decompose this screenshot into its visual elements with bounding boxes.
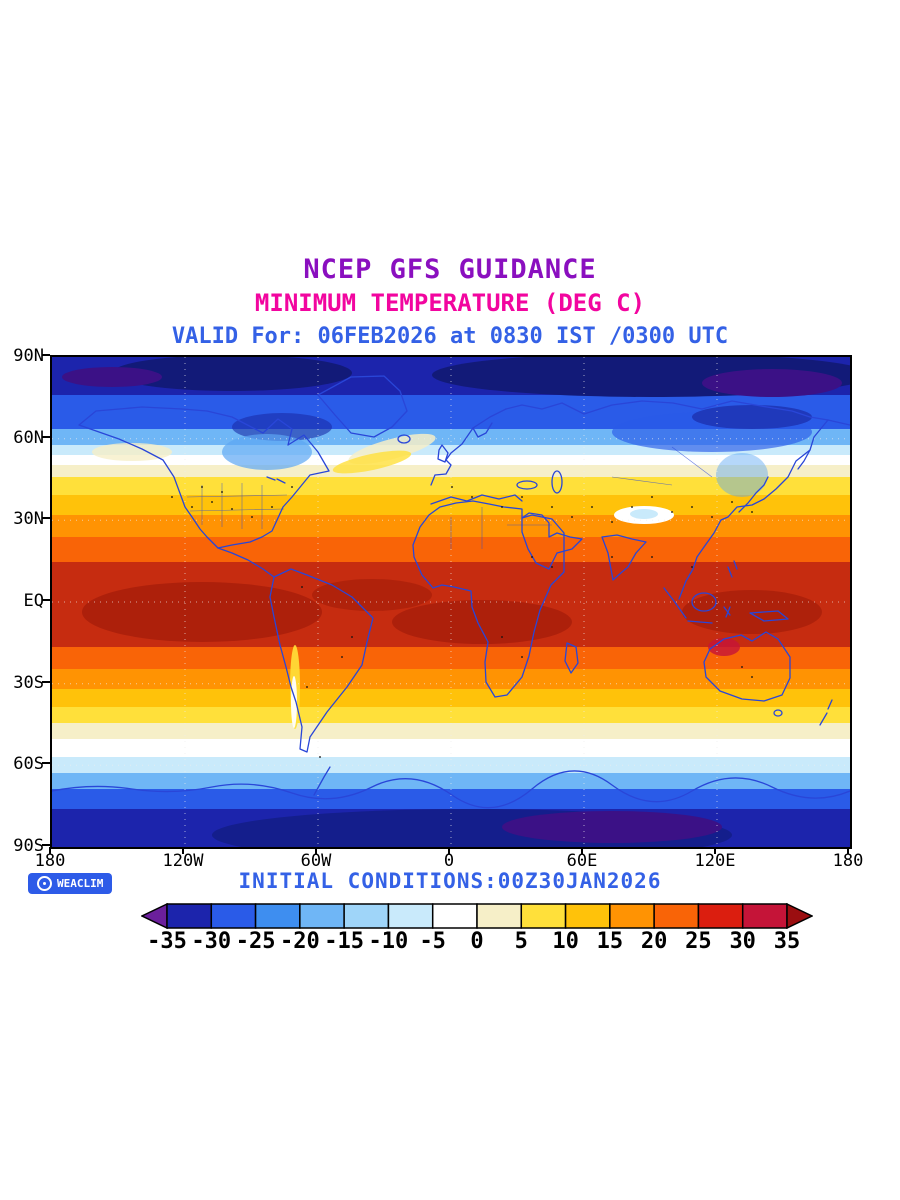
temperature-colorbar (140, 902, 814, 930)
colorbar-tick-label: -25 (235, 929, 276, 954)
x-axis-tick (49, 847, 51, 854)
title-valid-time: VALID For: 06FEB2026 at 0830 IST /0300 U… (171, 324, 729, 349)
y-axis-label: 90S (13, 836, 44, 856)
y-axis-label: 30N (13, 509, 44, 530)
weaclim-icon (37, 876, 52, 891)
y-axis-tick (42, 680, 50, 683)
x-axis-label: 120E (694, 851, 736, 871)
y-axis-tick (42, 762, 50, 765)
colorbar-tick-label: -10 (368, 929, 409, 954)
weaclim-label: WEACLIM (57, 877, 104, 890)
x-axis-label: 0 (443, 851, 455, 871)
x-axis-tick (714, 847, 716, 854)
colorbar-tick-label: 15 (596, 929, 624, 954)
x-axis-tick (315, 847, 317, 854)
world-map-svg (52, 357, 850, 847)
colorbar-tick-label: 0 (470, 929, 484, 954)
y-axis-tick (42, 435, 50, 438)
x-axis-label: 180 (34, 851, 66, 871)
y-axis-label: 30S (13, 672, 44, 693)
y-axis-tick (42, 517, 50, 520)
x-axis-label: 120W (162, 851, 204, 871)
x-axis-label: 60W (300, 851, 332, 871)
world-temperature-map (50, 355, 852, 849)
colorbar-tick-label: 20 (640, 929, 668, 954)
x-axis: 180 120W 60W 0 60E 120E 180 (35, 851, 864, 873)
x-axis-tick (448, 847, 450, 854)
y-axis-label: 60N (13, 427, 44, 448)
colorbar-tick-label: 35 (773, 929, 801, 954)
y-axis-label: EQ (23, 591, 44, 611)
title-model: NCEP GFS GUIDANCE (303, 254, 597, 285)
colorbar-tick-label: 30 (729, 929, 756, 954)
colorbar-tick-label: 10 (552, 929, 579, 954)
colorbar-tick-label: -30 (191, 929, 232, 954)
y-axis-label: 90N (13, 346, 44, 366)
x-axis-tick (847, 847, 849, 854)
colorbar-tick-label: 5 (514, 929, 528, 954)
x-axis-tick (581, 847, 583, 854)
colorbar-svg (140, 902, 814, 930)
title-parameter: MINIMUM TEMPERATURE (DEG C) (254, 289, 646, 317)
y-axis: 90N 60N 30N EQ 30S 60S 90S (2, 346, 46, 856)
y-axis-tick (42, 599, 50, 601)
colorbar-tick-label: -5 (419, 929, 446, 954)
x-axis-label: 60E (566, 851, 598, 871)
weaclim-logo[interactable]: WEACLIM (28, 873, 113, 894)
y-axis-tick (42, 844, 50, 846)
colorbar-tick-label: 25 (685, 929, 712, 954)
x-axis-label: 180 (832, 851, 864, 871)
colorbar-tick-label: -35 (147, 929, 187, 954)
colorbar-labels: -35 -30 -25 -20 -15 -10 -5 0 5 10 15 20 25 30 35 (141, 929, 841, 957)
x-axis-tick (182, 847, 184, 854)
y-axis-tick (42, 354, 50, 356)
colorbar-tick-label: -20 (280, 929, 320, 954)
y-axis-label: 60S (13, 754, 44, 775)
initial-conditions-text: INITIAL CONDITIONS:00Z30JAN2026 (238, 869, 662, 893)
colorbar-tick-label: -15 (324, 929, 364, 954)
